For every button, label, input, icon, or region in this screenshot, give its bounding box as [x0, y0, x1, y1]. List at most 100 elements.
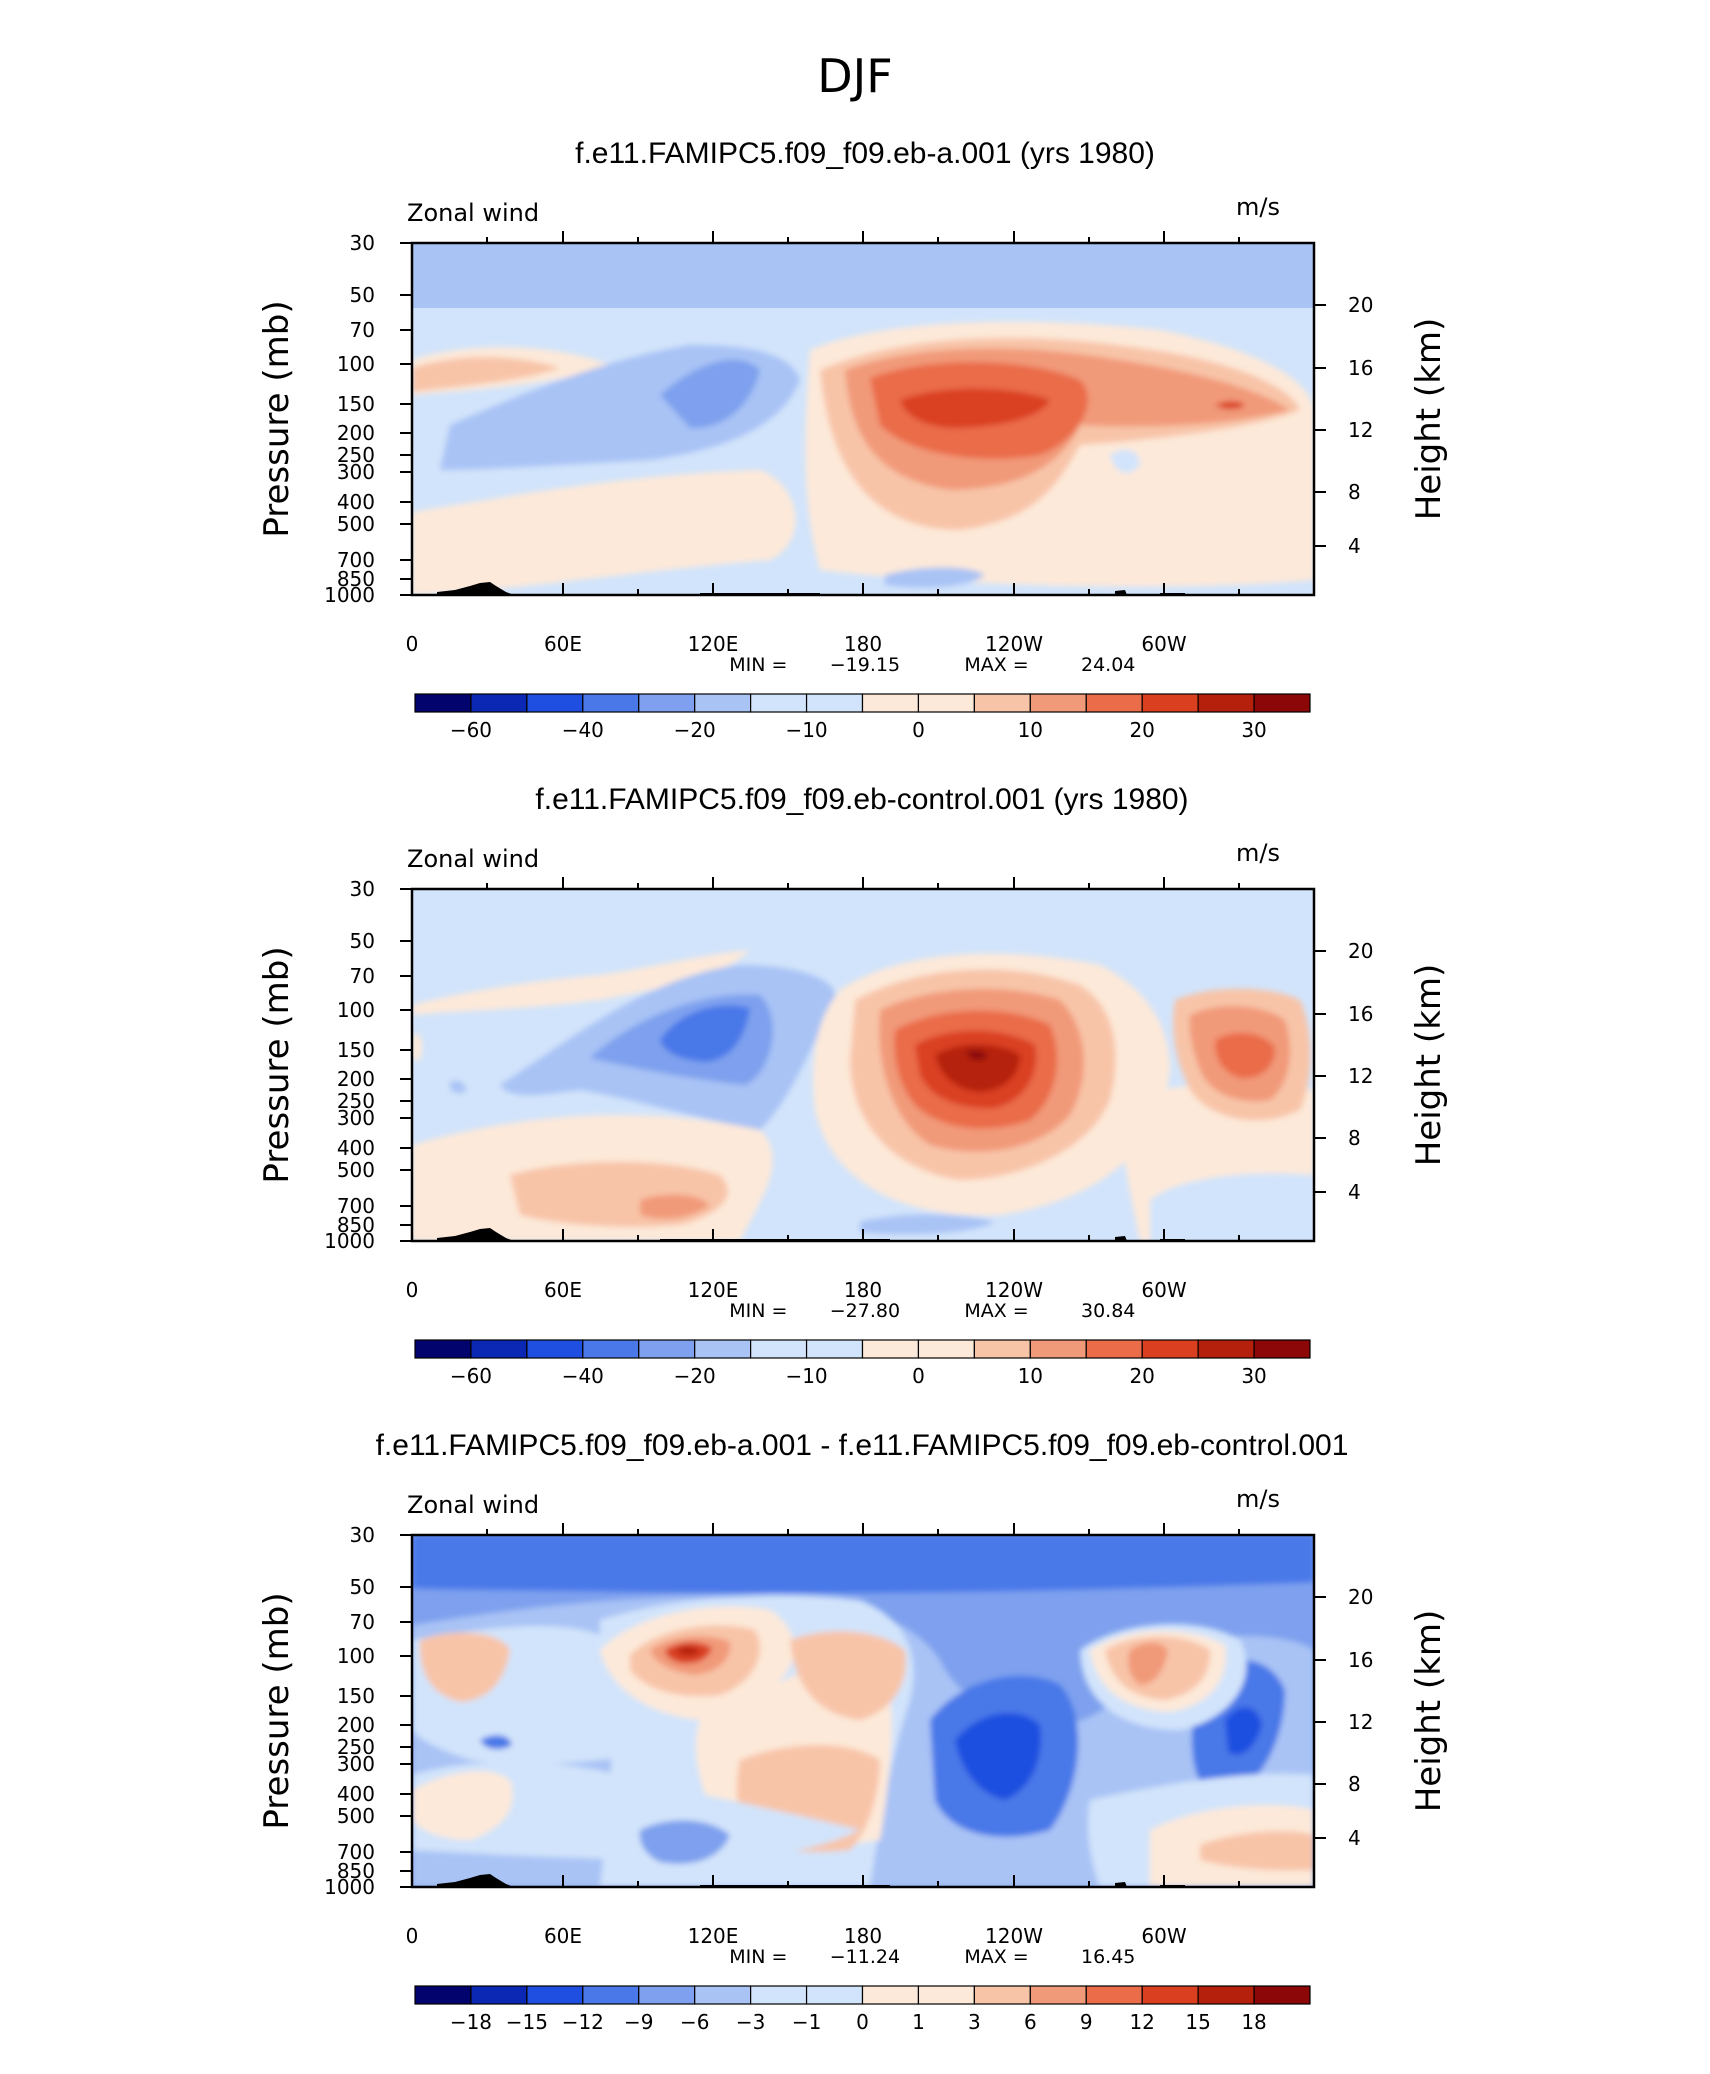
- y-tick-label: 400: [337, 1136, 375, 1160]
- max-label: MAX =: [964, 654, 1028, 676]
- colorbar-box: [917, 1985, 975, 2005]
- colorbar-box: [861, 1985, 920, 2005]
- x-tick-label: 60W: [1141, 1924, 1186, 1948]
- colorbar-box: [917, 1339, 975, 1359]
- contour-region: [1215, 401, 1245, 410]
- max-value: 24.04: [1081, 654, 1135, 676]
- colorbar-box: [582, 693, 640, 713]
- x-tick-label: 0: [406, 632, 419, 656]
- colorbar-box: [470, 1985, 528, 2005]
- colorbar-label: 1: [912, 2010, 925, 2034]
- colorbar-box: [526, 1339, 584, 1359]
- contour-region: [676, 1646, 700, 1656]
- panel-title: f.e11.FAMIPC5.f09_f09.eb-a.001 (yrs 1980…: [575, 137, 1155, 170]
- contour-region: [1128, 1642, 1168, 1685]
- y-tick-label: 50: [350, 1575, 375, 1599]
- stats-line: MIN = −27.80 MAX = 30.84: [687, 1300, 1166, 1322]
- colorbar-box: [1253, 1985, 1311, 2005]
- y-tick-label: 30: [350, 877, 375, 901]
- colorbar: −60 −40 −20 −10 0 10 20 30: [414, 693, 1311, 742]
- colorbar-box: [805, 1985, 864, 2005]
- y-tick-label: 250: [337, 1089, 375, 1113]
- colorbar-label: 3: [968, 2010, 981, 2034]
- colorbar-box: [1141, 1985, 1199, 2005]
- units-label: m/s: [1236, 1485, 1280, 1513]
- panel-title: f.e11.FAMIPC5.f09_f09.eb-control.001 (yr…: [535, 783, 1188, 816]
- y-tick-label: 30: [350, 1523, 375, 1547]
- contour-region: [900, 388, 1050, 428]
- colorbar-label: 30: [1241, 1364, 1266, 1388]
- y-axis-ticks: [400, 888, 1326, 1242]
- colorbar-box: [1197, 1339, 1255, 1359]
- colorbar-label: 10: [1018, 1364, 1043, 1388]
- colorbar-label: 6: [1024, 2010, 1037, 2034]
- variable-label: Zonal wind: [407, 199, 539, 227]
- y-tick-label: 1000: [324, 583, 375, 607]
- stats-line: MIN = −19.15 MAX = 24.04: [687, 654, 1166, 676]
- colorbar-box: [805, 693, 864, 713]
- contour-region: [790, 1631, 906, 1720]
- x-tick-label: 60W: [1141, 632, 1186, 656]
- panel-title: f.e11.FAMIPC5.f09_f09.eb-a.001 - f.e11.F…: [376, 1429, 1349, 1462]
- contour-region: [1150, 1173, 1314, 1241]
- y-tick-label: 70: [350, 1610, 375, 1634]
- contour-region: [660, 1005, 750, 1062]
- contour-region: [1200, 1831, 1314, 1871]
- contour-region: [639, 1820, 730, 1864]
- colorbar-box: [1197, 1985, 1255, 2005]
- y-tick-label: 200: [337, 421, 375, 445]
- units-label: m/s: [1236, 839, 1280, 867]
- colorbar-label: −20: [674, 718, 716, 742]
- colorbar-label: −60: [450, 718, 492, 742]
- colorbar-box: [526, 693, 584, 713]
- y-tick-label: 50: [350, 283, 375, 307]
- colorbar-box: [750, 1985, 808, 2005]
- colorbar-box: [1141, 1339, 1199, 1359]
- x-tick-label: 0: [406, 1924, 419, 1948]
- y-tick-label: 700: [337, 548, 375, 572]
- colorbar-box: [1029, 693, 1087, 713]
- contour-region: [449, 1080, 466, 1093]
- colorbar-box: [1029, 1985, 1087, 2005]
- y-tick-label: 150: [337, 1684, 375, 1708]
- height-tick-label: 20: [1348, 939, 1373, 963]
- colorbar-box: [1085, 1339, 1143, 1359]
- min-label: MIN =: [729, 1946, 787, 1968]
- y-tick-label: 300: [337, 1752, 375, 1776]
- x-tick-label: 120E: [688, 1278, 739, 1302]
- y-tick-label: 70: [350, 318, 375, 342]
- height-tick-label: 20: [1348, 1585, 1373, 1609]
- min-value: −27.80: [830, 1300, 900, 1322]
- y-tick-label: 100: [337, 1644, 375, 1668]
- contour-region: [480, 1735, 512, 1750]
- colorbar-label: 12: [1129, 2010, 1154, 2034]
- colorbar-label: −15: [506, 2010, 548, 2034]
- colorbar-label: −6: [680, 2010, 709, 2034]
- colorbar-label: 20: [1129, 718, 1154, 742]
- y-tick-label: 250: [337, 1735, 375, 1759]
- min-label: MIN =: [729, 654, 787, 676]
- contour-region: [660, 359, 760, 429]
- colorbar-label: −10: [785, 718, 827, 742]
- colorbar-box: [1085, 1985, 1143, 2005]
- max-label: MAX =: [964, 1946, 1028, 1968]
- y-axis-right-title: Height (km): [1409, 318, 1449, 521]
- colorbar-label: 15: [1185, 2010, 1210, 2034]
- colorbar-label: −40: [562, 1364, 604, 1388]
- x-axis-ticks: [411, 231, 1240, 595]
- x-tick-label: 120W: [985, 632, 1043, 656]
- height-tick-label: 12: [1348, 1064, 1373, 1088]
- colorbar-box: [638, 1339, 696, 1359]
- contour-region: [885, 567, 985, 588]
- contour-region: [419, 1632, 510, 1702]
- contour-region: [412, 950, 750, 1015]
- height-tick-label: 4: [1348, 1826, 1361, 1850]
- colorbar-box: [582, 1339, 640, 1359]
- y-tick-label: 500: [337, 1804, 375, 1828]
- contour-plot: [412, 1535, 1314, 1887]
- colorbar-label: −40: [562, 718, 604, 742]
- y-tick-label: 700: [337, 1840, 375, 1864]
- colorbar-box: [861, 1339, 920, 1359]
- panel-3: f.e11.FAMIPC5.f09_f09.eb-a.001 - f.e11.F…: [257, 1429, 1449, 2034]
- x-tick-label: 120E: [688, 632, 739, 656]
